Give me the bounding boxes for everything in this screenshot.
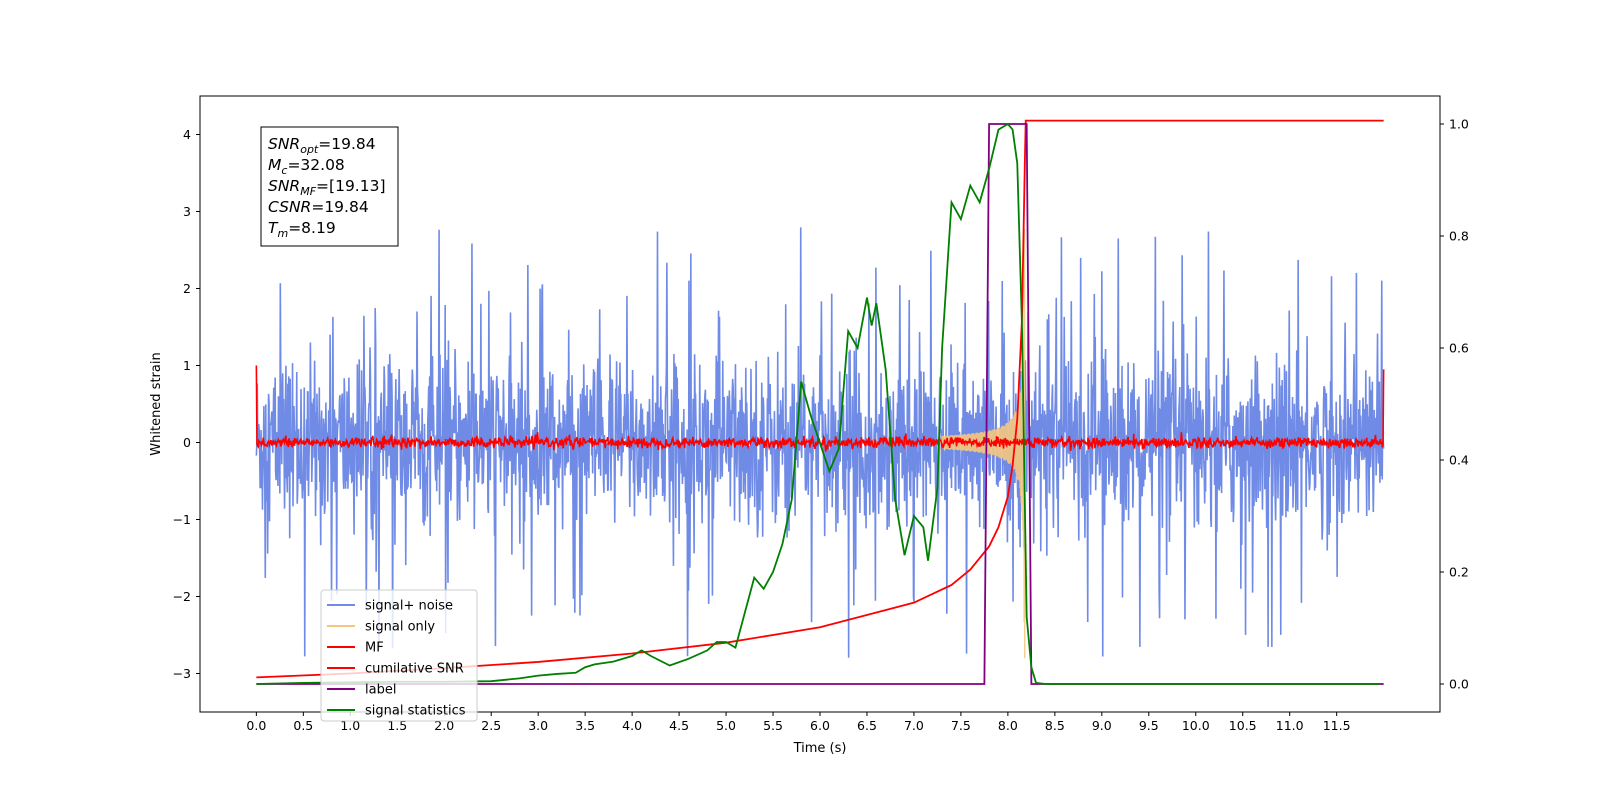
y2-tick-label: 0.0 xyxy=(1449,677,1469,692)
y-tick-label: 4 xyxy=(183,127,191,142)
legend-label: signal+ noise xyxy=(365,599,453,614)
x-tick-label: 2.0 xyxy=(434,718,454,733)
series-layer xyxy=(255,119,1385,685)
y-tick-label: −1 xyxy=(173,512,191,527)
x-tick-label: 4.0 xyxy=(622,718,642,733)
legend-label: signal only xyxy=(365,620,435,635)
x-tick-label: 1.5 xyxy=(387,718,407,733)
info-line: CSNR=19.84 xyxy=(268,198,369,216)
x-tick-label: 9.5 xyxy=(1139,718,1159,733)
y-tick-label: −2 xyxy=(173,589,191,604)
series-signal-statistics xyxy=(256,122,1379,685)
x-tick-label: 7.0 xyxy=(904,718,924,733)
legend-label: signal statistics xyxy=(365,704,466,719)
x-tick-label: 9.0 xyxy=(1092,718,1112,733)
x-tick-label: 4.5 xyxy=(669,718,689,733)
info-box-frame xyxy=(260,126,399,247)
legend-frame xyxy=(320,589,478,722)
y2-tick-label: 1.0 xyxy=(1449,117,1469,132)
x-tick-label: 5.5 xyxy=(763,718,783,733)
y2-tick-label: 0.2 xyxy=(1449,565,1469,580)
y-tick-label: 0 xyxy=(183,435,191,450)
x-tick-label: 0.5 xyxy=(293,718,313,733)
legend-label: MF xyxy=(365,641,384,656)
y2-tick-label: 0.4 xyxy=(1449,453,1469,468)
y-tick-label: 2 xyxy=(183,281,191,296)
x-tick-label: 8.0 xyxy=(998,718,1018,733)
x-tick-label: 10.5 xyxy=(1229,718,1257,733)
info-line: Mc=32.08 xyxy=(268,156,345,177)
x-tick-label: 11.5 xyxy=(1323,718,1351,733)
legend-label: cumilative SNR xyxy=(365,662,464,677)
y-axis-left: −3 −2 −1 0 1 2 3 4 xyxy=(173,127,200,681)
info-line: SNRMF=[19.13] xyxy=(268,177,386,198)
legend: signal+ noise signal only MF cumilative SNR… xyxy=(320,589,478,722)
x-tick-label: 0.0 xyxy=(246,718,266,733)
x-tick-label: 11.0 xyxy=(1276,718,1304,733)
x-tick-label: 10.0 xyxy=(1182,718,1210,733)
x-axis: 0.0 0.5 1.0 1.5 2.0 2.5 3.0 3.5 4.0 4.5 5.0 5.5 6.0 6… xyxy=(246,712,1351,733)
info-line: Tm=8.19 xyxy=(268,219,336,240)
x-tick-label: 6.0 xyxy=(810,718,830,733)
y-tick-label: −3 xyxy=(173,666,191,681)
x-axis-label: Time (s) xyxy=(793,741,847,756)
y2-tick-label: 0.6 xyxy=(1449,341,1469,356)
series-signal-noise xyxy=(255,227,1385,658)
x-tick-label: 7.5 xyxy=(951,718,971,733)
x-tick-label: 3.5 xyxy=(575,718,595,733)
legend-label: label xyxy=(365,683,396,698)
x-tick-label: 5.0 xyxy=(716,718,736,733)
x-tick-label: 1.0 xyxy=(340,718,360,733)
y-tick-label: 3 xyxy=(183,204,191,219)
x-tick-label: 8.5 xyxy=(1045,718,1065,733)
y-axis-label: Whitened strain xyxy=(149,352,164,455)
x-tick-label: 6.5 xyxy=(857,718,877,733)
x-tick-label: 3.0 xyxy=(528,718,548,733)
info-box: SNRopt=19.84Mc=32.08SNRMF=[19.13]CSNR=19… xyxy=(260,126,399,247)
y-tick-label: 1 xyxy=(183,358,191,373)
y2-tick-label: 0.8 xyxy=(1449,229,1469,244)
info-line: SNRopt=19.84 xyxy=(268,135,376,156)
x-tick-label: 2.5 xyxy=(481,718,501,733)
y-axis-right: 0.0 0.2 0.4 0.6 0.8 1.0 xyxy=(1440,117,1469,692)
